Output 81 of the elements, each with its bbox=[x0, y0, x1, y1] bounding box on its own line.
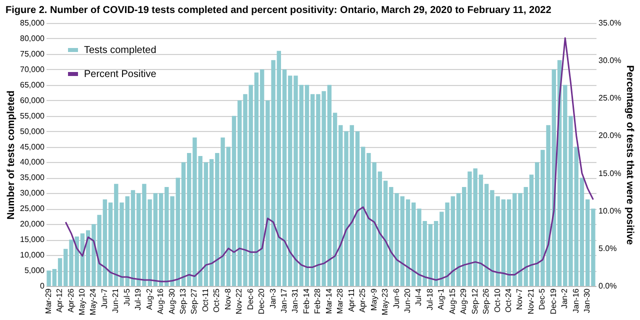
x-tick-label: Nov-7 bbox=[515, 288, 524, 310]
x-tick-label: Sep-26 bbox=[482, 288, 491, 314]
y-tick-label: 30,000 bbox=[20, 188, 46, 198]
x-tick-label: Mar-14 bbox=[324, 288, 334, 314]
y-tick-label: 45,000 bbox=[20, 142, 46, 152]
x-tick-label: Dec-19 bbox=[548, 288, 558, 314]
x-tick-label: May-9 bbox=[369, 288, 378, 311]
x-tick-label: Jul-19 bbox=[134, 288, 143, 310]
x-tick-label: May-23 bbox=[380, 288, 390, 316]
y2-tick-label: 35.0% bbox=[598, 18, 622, 28]
x-tick-label: Apr-11 bbox=[346, 288, 356, 312]
y-tick-label: 10,000 bbox=[20, 250, 46, 260]
x-tick-label: Aug-15 bbox=[448, 288, 457, 314]
x-tick-label: Dec-5 bbox=[538, 288, 547, 310]
x-tick-label: Apr-12 bbox=[55, 288, 64, 313]
x-tick-label: Feb-14 bbox=[302, 288, 311, 314]
y-tick-label: 15,000 bbox=[20, 235, 46, 244]
x-tick-label: Feb-28 bbox=[313, 288, 322, 314]
chart-title: Figure 2. Number of COVID-19 tests completed and percent positivity: Ontario, March 29, 2020 to February 11, 2022 bbox=[6, 5, 552, 16]
y-tick-label: 50,000 bbox=[20, 126, 46, 136]
x-tick-label: Sep-12 bbox=[470, 288, 480, 314]
x-tick-label: Oct-10 bbox=[492, 288, 502, 313]
x-tick-label: Dec-20 bbox=[257, 288, 266, 314]
x-tick-label: Jun-6 bbox=[392, 288, 401, 309]
y2-tick-label: 5.0% bbox=[598, 244, 617, 253]
x-tick-label: Aug-2 bbox=[144, 288, 154, 310]
x-tick-label: Jan-30 bbox=[582, 288, 592, 313]
x-tick-label: Nov-22 bbox=[234, 288, 244, 314]
y-tick-label: 35,000 bbox=[20, 173, 46, 182]
x-tick-label: Nov-8 bbox=[223, 288, 232, 310]
x-tick-label: Jan-2 bbox=[560, 288, 570, 309]
y-tick-label: 85,000 bbox=[20, 18, 46, 28]
y2-axis-title: Percentage of tests that were positive bbox=[624, 65, 636, 246]
y-tick-label: 20,000 bbox=[20, 220, 46, 229]
x-tick-label: Sep-13 bbox=[178, 288, 188, 314]
x-tick-label: Aug-29 bbox=[459, 288, 468, 314]
x-tick-label: Aug-16 bbox=[156, 288, 166, 314]
legend-label: Tests completed bbox=[84, 45, 156, 56]
x-tick-label: Jan-31 bbox=[290, 288, 300, 313]
y2-tick-label: 30.0% bbox=[598, 56, 622, 66]
x-tick-label: Jan-16 bbox=[571, 288, 580, 313]
x-tick-label: Apr-25 bbox=[358, 288, 368, 313]
x-tick-label: Jun-7 bbox=[100, 288, 109, 309]
x-tick-label: Jul-4 bbox=[414, 288, 424, 306]
y-tick-label: 5,000 bbox=[24, 266, 46, 276]
x-tick-label: Mar-28 bbox=[336, 288, 345, 314]
x-tick-label: Oct-25 bbox=[212, 288, 222, 313]
x-tick-label: Oct-24 bbox=[504, 288, 514, 313]
y-tick-label: 25,000 bbox=[20, 204, 46, 214]
y-tick-label: 70,000 bbox=[20, 64, 46, 74]
y-tick-label: 0 bbox=[40, 282, 46, 290]
x-tick-label: Mar-29 bbox=[44, 288, 53, 314]
x-tick-label: May-10 bbox=[77, 288, 86, 316]
x-tick-label: Jul-5 bbox=[122, 288, 132, 306]
x-tick-label: Aug-1 bbox=[436, 288, 446, 310]
legend-label: Percent Positive bbox=[84, 69, 157, 80]
x-tick-label: Jun-21 bbox=[111, 288, 120, 313]
y2-tick-label: 25.0% bbox=[598, 94, 622, 103]
line-series bbox=[64, 37, 594, 282]
y-tick-label: 60,000 bbox=[20, 96, 46, 105]
y-axis-title: Number of tests completed bbox=[6, 90, 18, 220]
x-tick-label: Jan-17 bbox=[280, 288, 289, 313]
x-tick-label: Jun-20 bbox=[402, 288, 412, 313]
x-tick-label: Dec-6 bbox=[246, 288, 255, 310]
y-tick-label: 55,000 bbox=[20, 111, 46, 120]
y-tick-label: 80,000 bbox=[20, 34, 46, 43]
x-tick-label: Aug-30 bbox=[167, 288, 176, 314]
y2-tick-label: 15.0% bbox=[598, 168, 622, 178]
y2-tick-label: 20.0% bbox=[598, 131, 622, 140]
x-tick-label: May-24 bbox=[88, 288, 98, 316]
x-tick-label: Apr-26 bbox=[66, 288, 76, 313]
y-tick-label: 65,000 bbox=[20, 80, 46, 90]
x-tick-label: Oct-11 bbox=[200, 288, 210, 312]
y-tick-label: 40,000 bbox=[20, 158, 46, 167]
y-tick-label: 75,000 bbox=[20, 49, 46, 58]
y2-tick-label: 10.0% bbox=[598, 206, 622, 216]
x-tick-label: Nov-21 bbox=[526, 288, 536, 314]
x-tick-label: Sep-27 bbox=[190, 288, 199, 314]
y2-tick-label: 0.0% bbox=[598, 282, 617, 290]
x-tick-label: Jan-3 bbox=[268, 288, 278, 309]
x-tick-label: Jul-18 bbox=[425, 288, 434, 310]
